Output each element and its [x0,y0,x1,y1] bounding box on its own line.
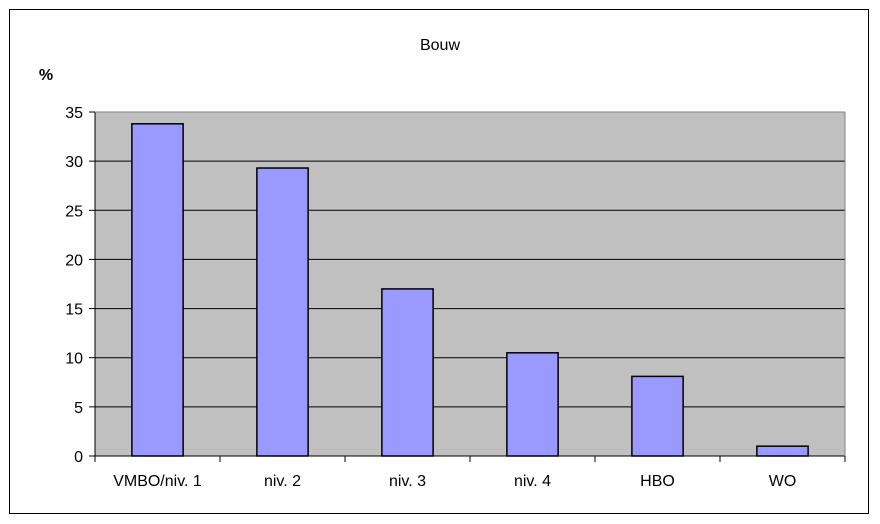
y-tick-label: 10 [65,351,83,368]
x-tick-label: niv. 4 [514,473,551,490]
bar [631,375,684,457]
y-tick-label: 15 [65,302,83,319]
y-tick-label: 20 [65,252,83,269]
bars [131,123,809,457]
x-tick-label: WO [769,473,797,490]
y-tick-label: 30 [65,154,83,171]
x-tick-label: niv. 2 [264,473,301,490]
y-tick-labels: 0 5 10 15 20 25 30 35 [65,105,83,466]
bar [756,445,809,457]
bar [381,288,434,457]
bar [506,352,559,457]
bar [131,123,184,457]
x-tick-labels: VMBO/niv. 1 niv. 2 niv. 3 niv. 4 HBO WO [113,473,796,490]
y-tick-label: 0 [74,449,83,466]
y-tick-label: 25 [65,203,83,220]
y-tick-label: 5 [74,400,83,417]
y-axis-label: % [39,67,53,84]
x-tick-label: niv. 3 [389,473,426,490]
bar [256,167,309,457]
plot-area [95,112,845,456]
x-tick-label: VMBO/niv. 1 [113,473,202,490]
y-tick-label: 35 [65,105,83,122]
chart-title: Bouw [420,37,460,54]
x-tick-label: HBO [640,473,675,490]
axes [89,111,846,462]
